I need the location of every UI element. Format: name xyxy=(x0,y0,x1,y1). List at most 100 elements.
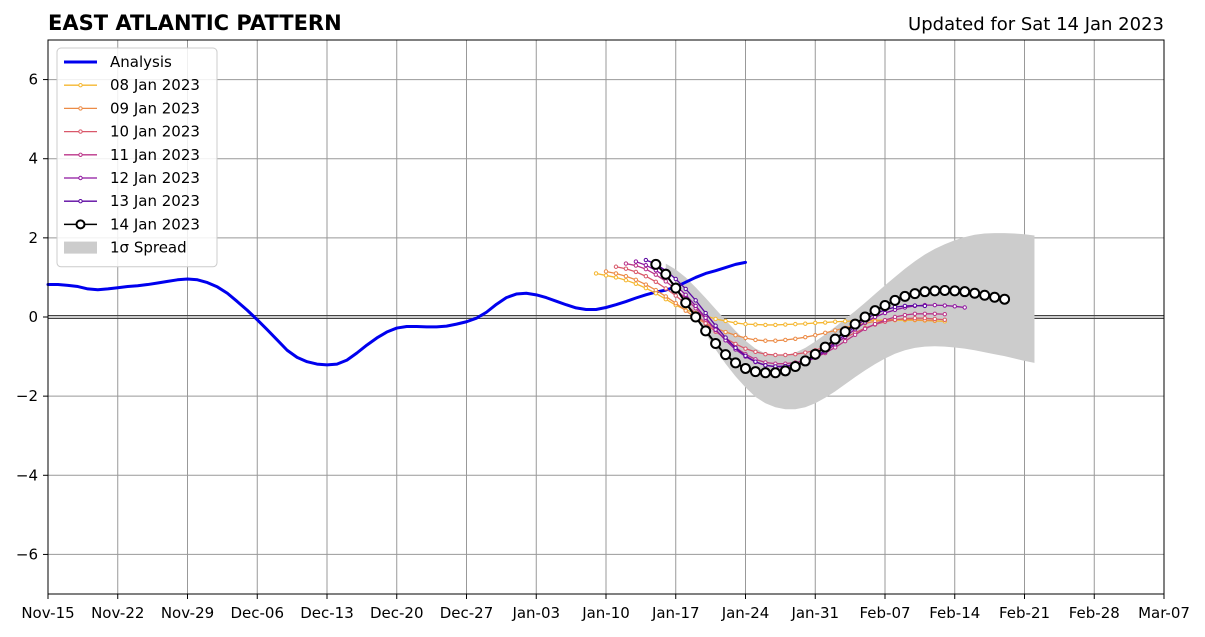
analysis-line xyxy=(46,260,747,367)
forecast-point xyxy=(740,362,751,374)
forecast-point xyxy=(892,304,898,310)
forecast-point xyxy=(713,323,718,328)
x-tick-label: Jan-31 xyxy=(790,604,839,622)
legend-label: 14 Jan 2023 xyxy=(110,215,200,233)
forecast-point xyxy=(832,328,838,333)
forecast-point xyxy=(912,311,918,317)
legend-entry: Analysis xyxy=(64,53,172,71)
forecast-point xyxy=(633,281,639,286)
forecast-point xyxy=(763,363,768,368)
forecast-point xyxy=(623,274,629,279)
forecast-point xyxy=(829,333,841,345)
forecast-point xyxy=(703,315,708,320)
x-tick-label: Feb-28 xyxy=(1069,604,1120,622)
x-tick-label: Dec-20 xyxy=(370,604,424,622)
forecast-point xyxy=(889,294,901,306)
forecast-point xyxy=(663,294,668,299)
y-tick-label: 0 xyxy=(28,308,38,326)
forecast-point xyxy=(902,316,908,321)
forecast-point xyxy=(912,303,918,308)
forecast-point xyxy=(700,325,712,337)
legend-label: 10 Jan 2023 xyxy=(110,123,200,141)
legend-marker xyxy=(78,152,83,158)
forecast-point xyxy=(902,303,908,309)
forecast-line xyxy=(615,266,945,356)
forecast-point xyxy=(839,326,851,338)
forecast-point xyxy=(842,319,848,324)
forecast-series xyxy=(650,258,1011,379)
forecast-point xyxy=(683,308,688,313)
forecast-point xyxy=(813,320,818,326)
x-tick-label: Jan-24 xyxy=(721,604,770,622)
forecast-point xyxy=(703,321,708,326)
forecast-point xyxy=(733,345,738,351)
forecast-point xyxy=(603,269,609,274)
forecast-point xyxy=(713,327,718,332)
legend-entry: 08 Jan 2023 xyxy=(64,76,200,94)
forecast-point xyxy=(832,319,838,324)
forecast-point xyxy=(733,333,738,338)
legend-label: 12 Jan 2023 xyxy=(110,169,200,187)
forecast-point xyxy=(603,273,609,278)
forecast-point xyxy=(773,338,778,343)
forecast-point xyxy=(962,305,967,310)
forecast-point xyxy=(932,316,938,322)
y-tick-label: −2 xyxy=(16,387,38,405)
series-layer xyxy=(46,257,1011,379)
forecast-point xyxy=(660,268,672,280)
forecast-point xyxy=(803,334,808,340)
forecast-point xyxy=(653,272,659,277)
forecast-point xyxy=(720,349,732,361)
chart-title: EAST ATLANTIC PATTERN xyxy=(48,11,342,35)
forecast-point xyxy=(613,271,619,276)
x-tick-label: Nov-22 xyxy=(91,604,144,622)
legend-marker xyxy=(75,219,86,230)
forecast-point xyxy=(909,288,921,300)
x-tick-label: Feb-07 xyxy=(859,604,910,622)
legend-entry: 1σ Spread xyxy=(64,239,187,257)
forecast-point xyxy=(710,338,722,350)
forecast-point xyxy=(643,274,649,279)
forecast-point xyxy=(803,350,808,355)
forecast-point xyxy=(593,271,599,276)
forecast-point xyxy=(643,266,649,272)
legend-box xyxy=(56,47,218,268)
forecast-point xyxy=(823,320,828,325)
forecast-point xyxy=(769,367,781,379)
legend-entry: 14 Jan 2023 xyxy=(64,215,200,233)
forecast-point xyxy=(633,259,639,264)
x-tick-label: Nov-15 xyxy=(21,604,74,622)
forecast-point xyxy=(623,266,629,271)
forecast-point xyxy=(892,314,898,320)
forecast-point xyxy=(633,269,639,275)
x-tick-label: Dec-13 xyxy=(300,604,354,622)
forecast-point xyxy=(979,289,991,301)
forecast-point xyxy=(759,367,771,379)
forecast-point xyxy=(683,286,688,292)
forecast-point xyxy=(879,300,891,312)
forecast-point xyxy=(862,326,868,332)
forecast-point xyxy=(773,322,778,328)
x-tick-label: Jan-10 xyxy=(581,604,630,622)
x-tick-label: Dec-27 xyxy=(440,604,494,622)
forecast-point xyxy=(690,311,702,323)
legend-label: 11 Jan 2023 xyxy=(110,146,200,164)
forecast-point xyxy=(733,341,738,347)
forecast-point xyxy=(743,353,748,358)
forecast-point xyxy=(793,321,798,327)
legend-marker xyxy=(78,199,83,204)
forecast-point xyxy=(753,322,758,327)
forecast-point xyxy=(643,262,649,268)
forecast-point xyxy=(613,275,619,280)
forecast-point xyxy=(852,332,858,338)
forecast-point xyxy=(902,312,908,318)
plot-frame xyxy=(47,39,1165,595)
forecast-point xyxy=(633,263,639,268)
legend-label: 1σ Spread xyxy=(110,239,187,257)
forecast-point xyxy=(872,321,878,327)
forecast-point xyxy=(670,282,682,294)
x-tick-label: Mar-07 xyxy=(1138,604,1190,622)
forecast-point xyxy=(942,317,947,322)
forecast-point xyxy=(922,315,928,321)
